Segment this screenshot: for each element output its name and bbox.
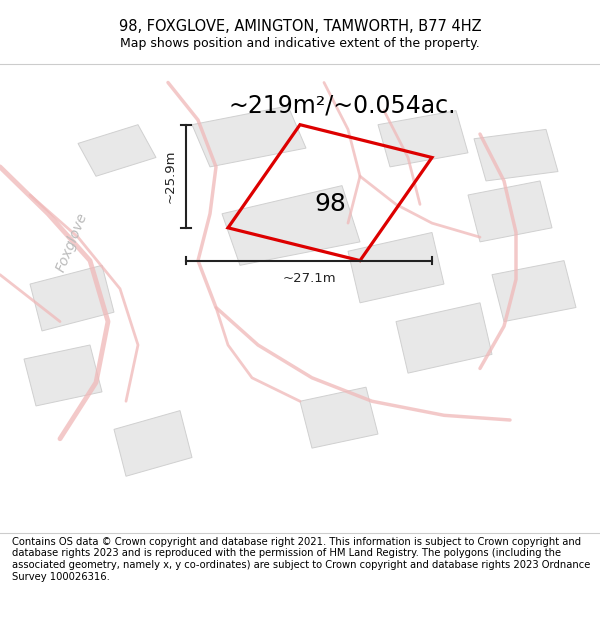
Polygon shape	[348, 232, 444, 302]
Text: Map shows position and indicative extent of the property.: Map shows position and indicative extent…	[120, 38, 480, 50]
Polygon shape	[114, 411, 192, 476]
Polygon shape	[222, 186, 360, 265]
Text: 98, FOXGLOVE, AMINGTON, TAMWORTH, B77 4HZ: 98, FOXGLOVE, AMINGTON, TAMWORTH, B77 4H…	[119, 19, 481, 34]
Text: ~219m²/~0.054ac.: ~219m²/~0.054ac.	[228, 94, 456, 118]
Text: Contains OS data © Crown copyright and database right 2021. This information is : Contains OS data © Crown copyright and d…	[12, 537, 590, 582]
Polygon shape	[24, 345, 102, 406]
Polygon shape	[396, 302, 492, 373]
Text: ~25.9m: ~25.9m	[164, 149, 177, 203]
Polygon shape	[468, 181, 552, 242]
Polygon shape	[492, 261, 576, 321]
Text: Foxglove: Foxglove	[54, 210, 90, 274]
Text: ~27.1m: ~27.1m	[282, 272, 336, 286]
Polygon shape	[192, 106, 306, 167]
Polygon shape	[474, 129, 558, 181]
Polygon shape	[78, 125, 156, 176]
Polygon shape	[30, 265, 114, 331]
Polygon shape	[300, 387, 378, 448]
Polygon shape	[378, 111, 468, 167]
Text: 98: 98	[314, 192, 346, 216]
